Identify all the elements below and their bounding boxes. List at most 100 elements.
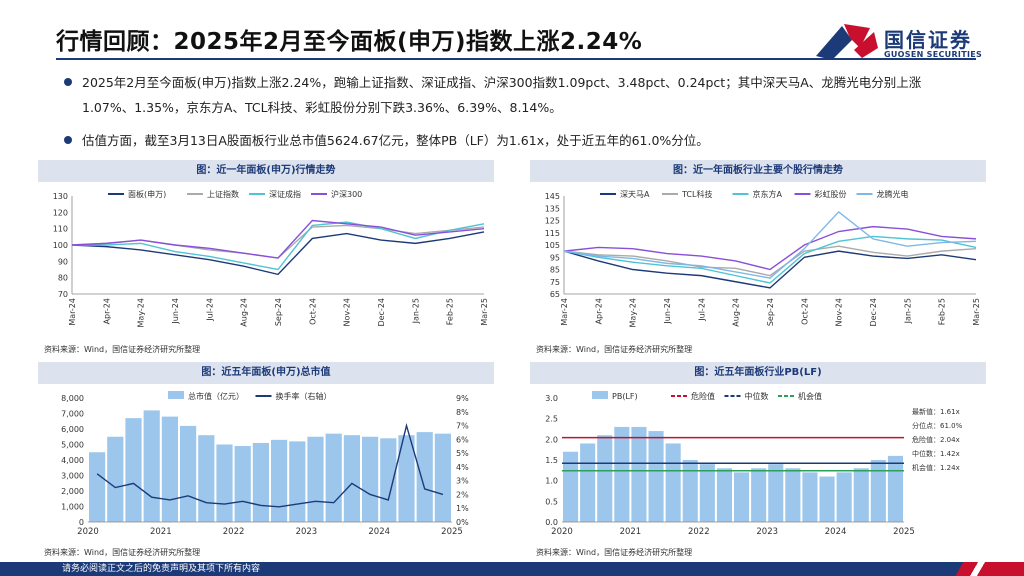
x-tick-label: Mar-24 [560, 298, 569, 326]
legend-label-0: 总市值（亿元） [188, 391, 244, 401]
y-tick-label: 145 [545, 192, 560, 201]
legend-label-1: 危险值 [691, 391, 715, 401]
y-tick-label: 1.0 [545, 477, 558, 486]
market-cap-bar [125, 418, 142, 522]
bullet-valuation: 估值方面，截至3月13日A股面板行业总市值5624.67亿元，整体PB（LF）为… [64, 128, 964, 153]
x-tick-label: 2024 [368, 527, 390, 537]
y2-tick-label: 6% [456, 435, 469, 444]
x-tick-label: Apr-24 [594, 298, 603, 324]
x-tick-label: Oct-24 [800, 298, 809, 325]
y2-tick-label: 2% [456, 490, 469, 499]
y-tick-label: 7,000 [61, 410, 84, 419]
pb-bar [648, 431, 664, 522]
x-tick-label: 2020 [551, 527, 573, 537]
y-tick-label: 2.5 [545, 415, 558, 424]
x-tick-label: Feb-25 [446, 298, 455, 325]
pb-annotation: 机会值：1.24x [912, 463, 960, 472]
series-line-0 [563, 250, 977, 289]
pb-bar [819, 476, 835, 522]
legend-label-1: TCL科技 [681, 189, 712, 199]
x-tick-label: Mar-25 [972, 298, 981, 326]
series-line-0 [71, 231, 485, 276]
x-tick-label: Jan-25 [903, 298, 912, 324]
legend-label-1: 上证指数 [207, 189, 239, 199]
market-cap-bar [416, 432, 433, 522]
footer-bar: 请务必阅读正文之后的免责声明及其项下所有内容 [0, 562, 1024, 576]
x-tick-label: 2021 [150, 527, 172, 537]
pb-bar [768, 464, 784, 522]
x-tick-label: 2025 [441, 527, 463, 537]
series-line-4 [563, 210, 977, 279]
market-cap-bar [271, 439, 288, 522]
pb-bar [734, 472, 750, 522]
summary-bullets: 2025年2月至今面板(申万)指数上涨2.24%，跑输上证指数、深证成指、沪深3… [64, 70, 964, 153]
legend-swatch-0 [592, 391, 608, 399]
legend-label-4: 龙腾光电 [877, 189, 909, 199]
source-note: 资料来源：Wind，国信证券经济研究所整理 [536, 345, 693, 354]
market-cap-bar [398, 435, 415, 522]
source-note: 资料来源：Wind，国信证券经济研究所整理 [536, 548, 693, 557]
x-tick-label: 2022 [223, 527, 245, 537]
market-cap-bar [143, 410, 160, 522]
x-tick-label: Sep-24 [274, 298, 283, 326]
x-tick-label: 2024 [825, 527, 847, 537]
pb-annotation: 中位数：1.42x [912, 449, 960, 458]
x-tick-label: 2023 [756, 527, 778, 537]
legend-label-2: 中位数 [745, 391, 769, 401]
y-tick-label: 85 [550, 266, 560, 275]
chart-pb-lf: 0.0 0.5 1.0 1.5 2.0 2.5 3.0 2020 2021 2022 2023 202… [545, 391, 963, 537]
logo-mark-icon [816, 24, 878, 60]
y-tick-label: 120 [53, 208, 68, 217]
chart-stock-trend: 65 75 85 95 105 115 125 135 145 Mar-24 Apr-24 May-2… [545, 189, 981, 327]
x-tick-label: Feb-25 [938, 298, 947, 325]
x-tick-label: Jul-24 [205, 298, 214, 322]
y2-tick-label: 7% [456, 422, 469, 431]
y-tick-label: 105 [545, 241, 560, 250]
pb-bar [682, 460, 698, 522]
x-tick-label: Dec-24 [869, 298, 878, 327]
y-tick-label: 4,000 [61, 456, 84, 465]
x-tick-label: Aug-24 [240, 298, 249, 327]
legend-label-3: 机会值 [798, 391, 822, 401]
chart-title-stock-trend: 图：近一年面板行业主要个股行情走势 [530, 160, 986, 182]
pb-bar [887, 455, 903, 522]
pb-annotation: 最新值：1.61x [912, 407, 960, 416]
pb-bar [716, 468, 732, 522]
market-cap-bar [380, 438, 397, 522]
pb-bar [699, 464, 715, 522]
y-tick-label: 8,000 [61, 394, 84, 403]
y-tick-label: 75 [550, 278, 560, 287]
y-tick-label: 6,000 [61, 425, 84, 434]
title-divider [56, 58, 976, 60]
x-tick-label: Oct-24 [308, 298, 317, 325]
y-tick-label: 130 [53, 192, 68, 201]
bullet-market-review: 2025年2月至今面板(申万)指数上涨2.24%，跑输上证指数、深证成指、沪深3… [64, 70, 964, 120]
x-tick-label: 2023 [296, 527, 318, 537]
y-tick-label: 80 [58, 274, 68, 283]
market-cap-bar [234, 446, 251, 522]
market-cap-bar [107, 436, 124, 522]
brand-logo: 国信证券 GUOSEN SECURITIES [812, 20, 1012, 64]
x-tick-label: May-24 [629, 298, 638, 327]
pb-bar [580, 443, 596, 522]
market-cap-bar [216, 444, 233, 522]
series-line-2 [72, 221, 485, 271]
x-tick-label: 2020 [77, 527, 99, 537]
pb-bar [631, 426, 647, 522]
y-tick-label: 3,000 [61, 472, 84, 481]
y-tick-label: 0.0 [545, 518, 558, 527]
pb-bar [836, 472, 852, 522]
x-tick-label: Nov-24 [835, 298, 844, 326]
x-tick-label: Mar-25 [480, 298, 489, 326]
source-note: 资料来源：Wind，国信证券经济研究所整理 [44, 345, 201, 354]
series-line-1 [563, 245, 977, 277]
y2-tick-label: 4% [456, 463, 469, 472]
turnover-line [96, 422, 444, 508]
chart-market-cap: 0 1,000 2,000 3,000 4,000 5,000 6,000 7,000 8,00… [61, 391, 469, 537]
y-tick-label: 70 [58, 290, 68, 299]
legend-swatch-0 [168, 391, 184, 399]
x-tick-label: Jun-24 [171, 298, 180, 325]
y2-tick-label: 0% [456, 518, 469, 527]
market-cap-bar [198, 435, 215, 522]
series-line-2 [563, 235, 977, 284]
